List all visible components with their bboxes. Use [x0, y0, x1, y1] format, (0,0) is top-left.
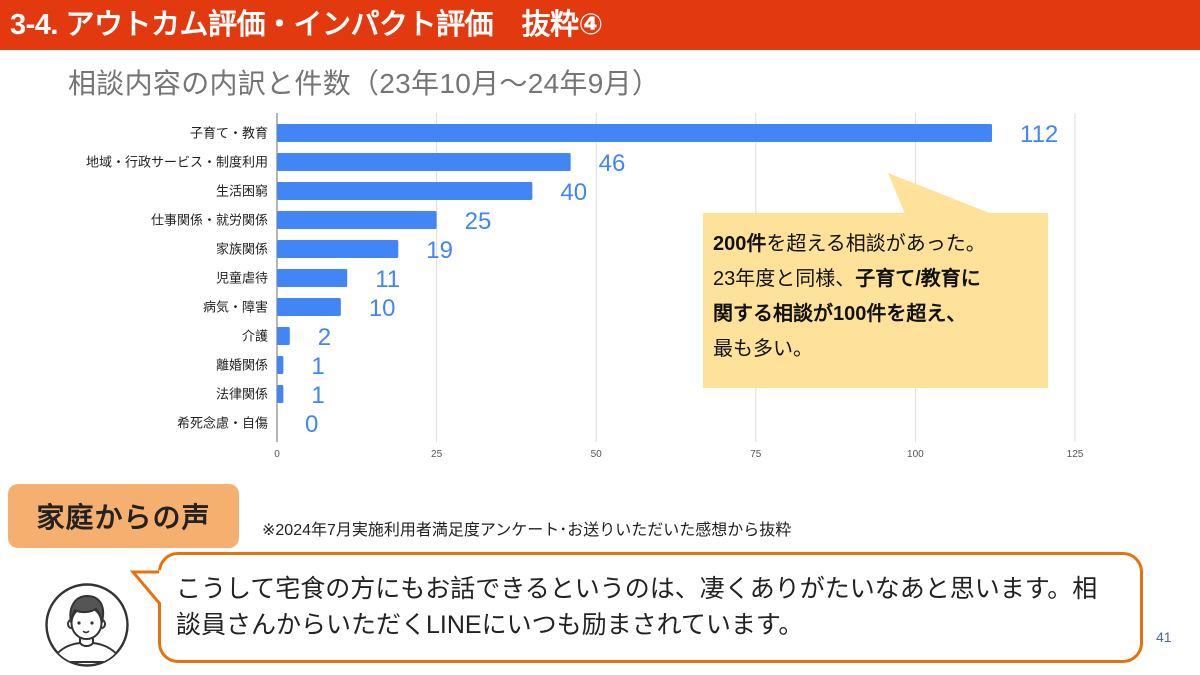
- category-label: 児童虐待: [216, 271, 268, 286]
- category-label: 家族関係: [216, 242, 268, 257]
- bar: [277, 153, 571, 171]
- callout-segment: 200件: [713, 233, 767, 255]
- x-tick-label: 100: [907, 449, 924, 460]
- bar: [277, 269, 348, 287]
- bar: [277, 124, 993, 142]
- category-label: 介護: [242, 329, 268, 344]
- person-avatar-icon: [45, 583, 129, 667]
- data-label: 19: [426, 237, 453, 264]
- source-note: ※2024年7月実施利用者満足度アンケート･お送りいただいた感想から抜粋: [262, 522, 792, 539]
- data-label: 2: [318, 324, 331, 351]
- voices-badge: 家庭からの声: [8, 484, 239, 548]
- bar: [277, 211, 437, 229]
- chart-title: 相談内容の内訳と件数（23年10月〜24年9月）: [68, 68, 661, 99]
- category-label: 病気・障害: [203, 300, 268, 315]
- callout-line: 200件を超える相談があった。: [713, 227, 1048, 262]
- callout-line: 最も多い。: [713, 332, 1048, 367]
- quote-line: こうして宅食の方にもお話できるというのは、凄くありがたいなあと思います。相: [176, 575, 1098, 603]
- data-label: 40: [560, 179, 587, 206]
- bar: [277, 240, 399, 258]
- bar: [277, 298, 341, 316]
- callout-segment: 最も多い。: [713, 338, 813, 360]
- slide-title: 3-4. アウトカム評価・インパクト評価 抜粋④: [10, 9, 603, 41]
- page-number: 41: [1156, 629, 1172, 645]
- slide-header: 3-4. アウトカム評価・インパクト評価 抜粋④: [0, 0, 1200, 50]
- x-tick-label: 25: [431, 449, 443, 460]
- callout-box: 200件を超える相談があった。 23年度と同様、子育て/教育に 関する相談が10…: [703, 213, 1048, 388]
- data-label: 0: [305, 411, 318, 438]
- callout-segment: 子育て/教育に: [855, 268, 981, 290]
- data-label: 1: [311, 382, 324, 409]
- callout-segment: を超える相談があった。: [766, 233, 986, 255]
- category-label: 仕事関係・就労関係: [151, 213, 268, 228]
- category-label: 希死念慮・自傷: [177, 416, 268, 431]
- data-label: 1: [311, 353, 324, 380]
- data-label: 46: [599, 150, 626, 177]
- data-label: 10: [369, 295, 396, 322]
- x-tick-label: 75: [750, 449, 762, 460]
- data-label: 112: [1020, 121, 1058, 148]
- callout-line: 関する相談が100件を超え、: [713, 297, 1048, 332]
- voices-badge-label: 家庭からの声: [36, 502, 211, 533]
- quote-line: 談員さんからいただくLINEにいつも励まされています。: [176, 611, 804, 639]
- category-label: 生活困窮: [216, 184, 268, 199]
- quote-speech-bubble: こうして宅食の方にもお話できるというのは、凄くありがたいなあと思います。相 談員…: [158, 552, 1143, 663]
- callout-segment: 関する相談が100件を超え、: [713, 303, 967, 325]
- bar: [277, 182, 533, 200]
- callout-segment: 23年度と同様、: [713, 268, 856, 290]
- bar: [277, 356, 284, 374]
- category-label: 離婚関係: [216, 358, 268, 373]
- data-label: 25: [465, 208, 492, 235]
- x-tick-label: 125: [1067, 449, 1084, 460]
- speech-bubble-tail: [129, 570, 163, 605]
- category-label: 地域・行政サービス・制度利用: [86, 155, 268, 170]
- category-label: 子育て・教育: [190, 126, 268, 141]
- x-tick-label: 0: [274, 449, 280, 460]
- callout-line: 23年度と同様、子育て/教育に: [713, 262, 1048, 297]
- callout-tail-shape: [888, 173, 992, 214]
- bar: [277, 385, 284, 403]
- bar: [277, 327, 290, 345]
- data-label: 11: [375, 266, 400, 293]
- category-label: 法律関係: [216, 387, 268, 402]
- callout-tail: [888, 173, 992, 214]
- x-tick-label: 50: [591, 449, 603, 460]
